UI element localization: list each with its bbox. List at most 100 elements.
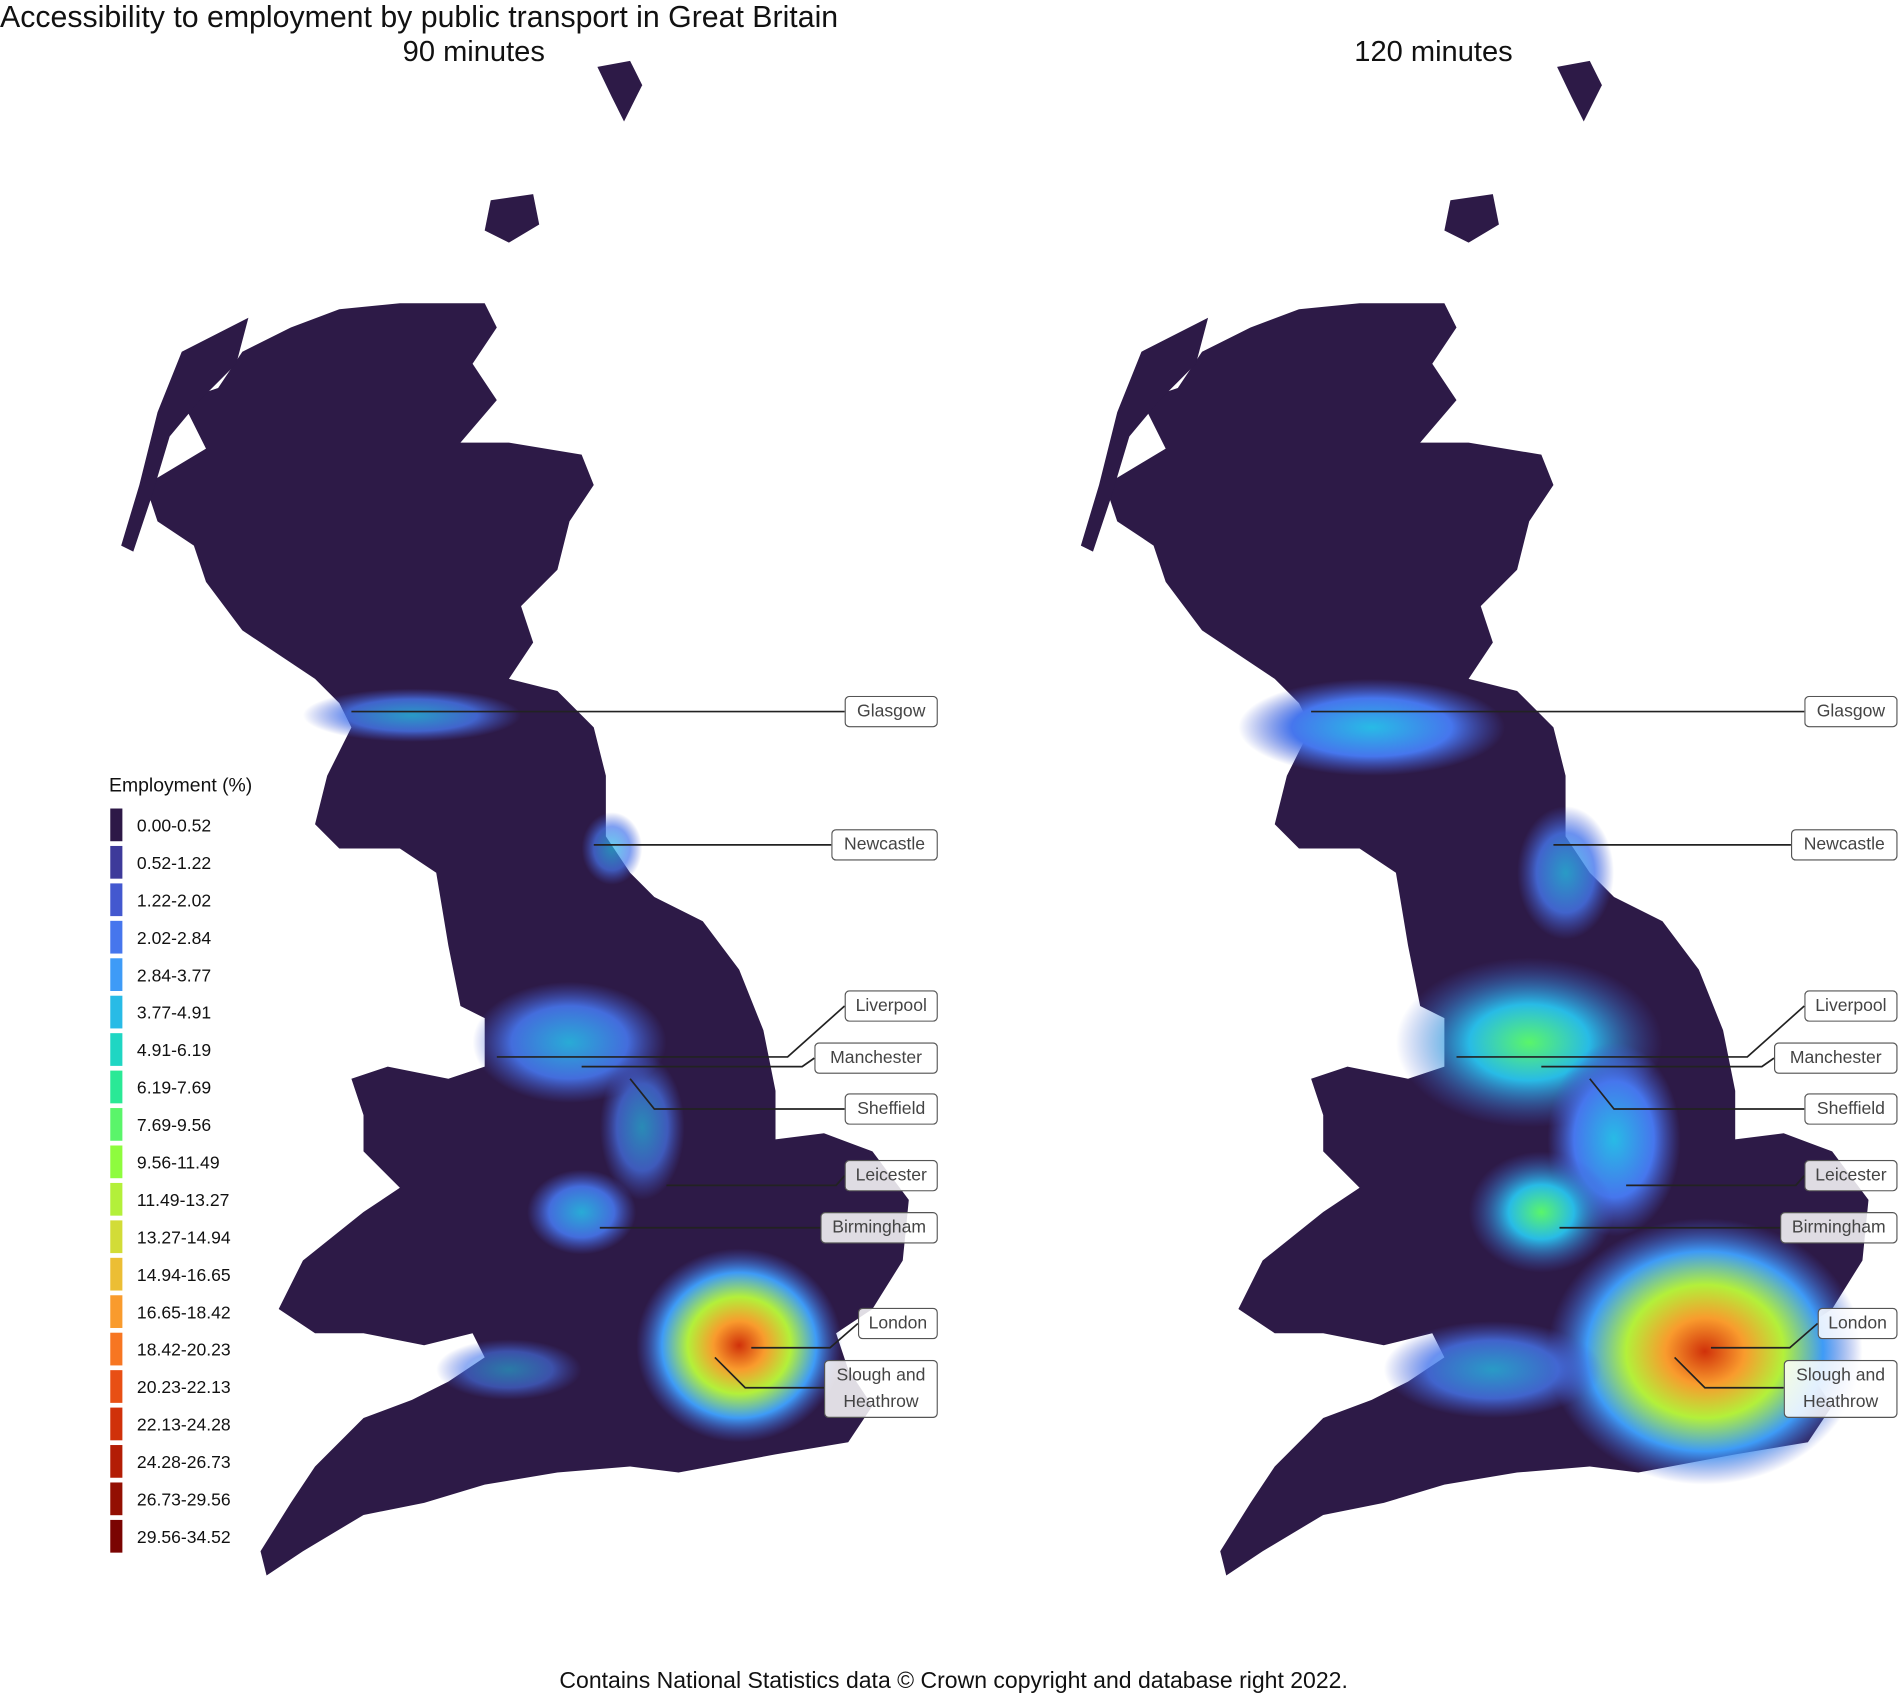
city-label-box: Leicester <box>844 1159 938 1192</box>
leader-line <box>629 1078 845 1110</box>
legend-swatch <box>110 845 123 879</box>
city-label: Birmingham <box>820 1212 938 1244</box>
city-label: London <box>857 1307 938 1340</box>
legend-label: 0.52-1.22 <box>137 853 211 873</box>
city-label-box: Liverpool <box>844 990 938 1022</box>
leader-line <box>1589 1078 1805 1110</box>
legend-label: 16.65-18.42 <box>137 1302 231 1322</box>
city-label: London <box>1817 1307 1898 1340</box>
legend-label: 14.94-16.65 <box>137 1265 231 1285</box>
caption: Contains National Statistics data © Crow… <box>559 1667 1347 1693</box>
city-labels: Glasgow Newcastle Liverpool Manchester Sheff… <box>1311 695 1898 1419</box>
legend-label: 7.69-9.56 <box>137 1115 211 1135</box>
city-label: Birmingham <box>1780 1212 1898 1244</box>
city-label-box: Manchester <box>1773 1042 1898 1074</box>
city-label-box: Birmingham <box>820 1212 938 1244</box>
city-label-box: Leicester <box>1804 1159 1898 1192</box>
city-label: Glasgow <box>844 695 938 728</box>
legend-swatch <box>110 1519 123 1553</box>
panel-title: 120 minutes <box>1354 36 1512 68</box>
city-label: Newcastle <box>1790 829 1898 861</box>
legend-label: 4.91-6.19 <box>137 1040 211 1060</box>
city-label: Manchester <box>1773 1042 1898 1074</box>
city-label-box: Sheffield <box>1804 1093 1898 1125</box>
legend-label: 6.19-7.69 <box>137 1078 211 1098</box>
legend-swatch <box>110 1108 123 1141</box>
city-label-box: Sheffield <box>844 1093 938 1125</box>
legend-label: 20.23-22.13 <box>137 1377 231 1397</box>
city-label: Leicester <box>844 1159 938 1192</box>
legend-swatch <box>110 1482 123 1516</box>
legend-swatch <box>110 1070 123 1104</box>
legend-swatch <box>110 1370 123 1403</box>
leader-line <box>1626 1175 1805 1187</box>
city-label-box: Glasgow <box>1804 695 1898 728</box>
city-label-box: Glasgow <box>844 695 938 728</box>
city-label-box: Birmingham <box>1780 1212 1898 1244</box>
legend-label: 26.73-29.56 <box>137 1490 231 1510</box>
city-label: Leicester <box>1804 1159 1898 1192</box>
legend-swatch <box>110 1295 123 1328</box>
legend-swatch <box>110 1220 123 1254</box>
legend-label: 13.27-14.94 <box>137 1227 231 1247</box>
leader-line <box>1456 1005 1805 1058</box>
legend-label: 3.77-4.91 <box>137 1003 211 1023</box>
legend-label: 2.02-2.84 <box>137 928 211 948</box>
legend-swatch <box>110 808 123 842</box>
leader-line <box>581 1057 815 1068</box>
legend-swatch <box>110 1033 123 1066</box>
city-label-box: Newcastle <box>1790 829 1898 861</box>
city-label-box: London <box>1817 1307 1898 1340</box>
city-label: Liverpool <box>1804 990 1898 1022</box>
legend-swatch <box>110 1445 123 1478</box>
legend-swatch <box>110 958 123 991</box>
legend-label: 29.56-34.52 <box>137 1527 231 1547</box>
legend-swatch <box>110 1145 123 1179</box>
legend-swatch <box>110 1182 123 1216</box>
city-label: Glasgow <box>1804 695 1898 728</box>
city-label: Sheffield <box>844 1093 938 1125</box>
panel-title: 90 minutes <box>403 36 545 68</box>
city-label-box: Liverpool <box>1804 990 1898 1022</box>
city-label: Manchester <box>814 1042 938 1074</box>
legend-label: 11.49-13.27 <box>137 1190 229 1210</box>
legend-label: 9.56-11.49 <box>137 1153 220 1173</box>
legend-label: 18.42-20.23 <box>137 1340 231 1360</box>
leader-line <box>714 1356 824 1389</box>
legend-swatch <box>110 1407 123 1441</box>
legend-swatch <box>110 1332 123 1366</box>
legend-swatch <box>110 995 123 1029</box>
legend-swatch <box>110 1257 123 1291</box>
legend-title: Employment (%) <box>109 775 252 797</box>
map-90 <box>121 60 909 1576</box>
city-label: Sheffield <box>1804 1093 1898 1125</box>
leader-line <box>751 1322 859 1349</box>
legend-label: 22.13-24.28 <box>137 1415 231 1435</box>
figure-title: Accessibility to employment by public tr… <box>0 1 838 34</box>
city-label-box: Manchester <box>814 1042 938 1074</box>
city-label: Newcastle <box>831 829 938 861</box>
city-label-box: Slough and Heathrow <box>823 1359 938 1419</box>
city-label-box: Newcastle <box>831 829 938 861</box>
legend-label: 1.22-2.02 <box>137 890 211 910</box>
leader-line <box>1710 1322 1819 1349</box>
leader-line <box>1541 1057 1775 1068</box>
legend: Employment (%) 0.00-0.52 0.52-1.22 1.22-2.… <box>109 775 252 1553</box>
leader-line <box>496 1005 846 1058</box>
city-label: Liverpool <box>844 990 938 1022</box>
legend-swatch <box>110 920 123 954</box>
legend-swatch <box>110 883 123 917</box>
city-label: Slough and Heathrow <box>823 1359 938 1419</box>
legend-label: 24.28-26.73 <box>137 1452 231 1472</box>
city-labels: Glasgow Newcastle Liverpool Manchester Sheff… <box>351 695 938 1419</box>
city-label: Slough and Heathrow <box>1783 1359 1898 1419</box>
legend-label: 0.00-0.52 <box>137 816 211 836</box>
city-label-box: London <box>857 1307 938 1340</box>
city-label-box: Slough and Heathrow <box>1783 1359 1898 1419</box>
leader-line <box>1674 1356 1784 1389</box>
legend-label: 2.84-3.77 <box>137 965 211 985</box>
map-120 <box>1080 60 1869 1576</box>
leader-line <box>666 1175 846 1187</box>
